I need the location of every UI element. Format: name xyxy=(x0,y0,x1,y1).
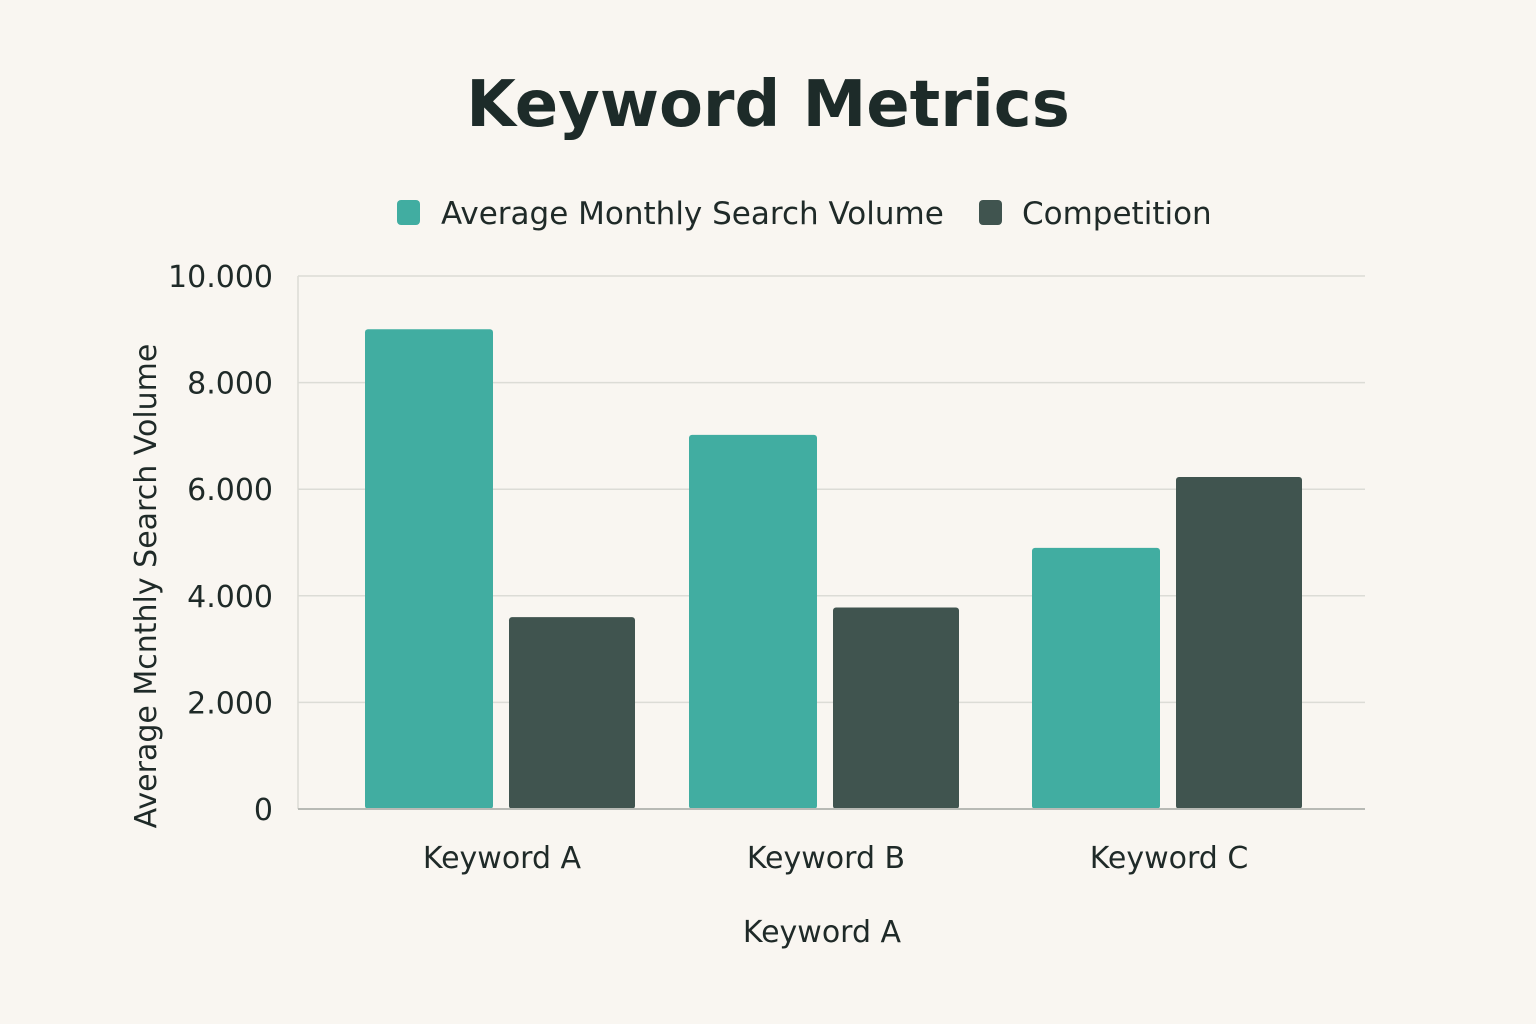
x-tick-label: Keyword C xyxy=(1090,841,1249,876)
bar-search-volume-keyword-c xyxy=(1032,547,1160,809)
legend-swatch-competition xyxy=(979,200,1002,225)
x-tick-label: Keyword A xyxy=(423,841,582,876)
y-tick-label: 6.000 xyxy=(187,473,273,508)
bar-search-volume-keyword-b xyxy=(689,434,817,809)
chart-title: Keyword Metrics xyxy=(466,68,1070,142)
legend: Average Monthly Search Volume Competitio… xyxy=(397,196,1212,232)
x-axis-labels: Keyword A Keyword B Keyword C xyxy=(423,841,1248,876)
x-axis-title: Keyword A xyxy=(743,915,902,950)
bar-competition-keyword-b xyxy=(833,607,959,809)
legend-swatch-search-volume xyxy=(397,200,420,225)
y-tick-label: 0 xyxy=(254,793,273,828)
y-tick-label: 4.000 xyxy=(187,580,273,615)
y-axis-title: Average Mcnthly Search Volume xyxy=(129,344,164,829)
legend-label-competition: Competition xyxy=(1022,196,1212,232)
legend-label-search-volume: Average Monthly Search Volume xyxy=(441,196,944,232)
x-tick-label: Keyword B xyxy=(747,841,905,876)
bar-competition-keyword-c xyxy=(1176,476,1302,809)
bar-search-volume-keyword-a xyxy=(365,329,493,809)
y-axis-ticks: 0 2.000 4.000 6.000 8.000 10.000 xyxy=(168,260,273,828)
y-tick-label: 8.000 xyxy=(187,367,273,402)
bars xyxy=(365,329,1302,809)
bar-competition-keyword-a xyxy=(509,617,635,809)
y-tick-label: 2.000 xyxy=(187,686,273,721)
y-tick-label: 10.000 xyxy=(168,260,273,295)
